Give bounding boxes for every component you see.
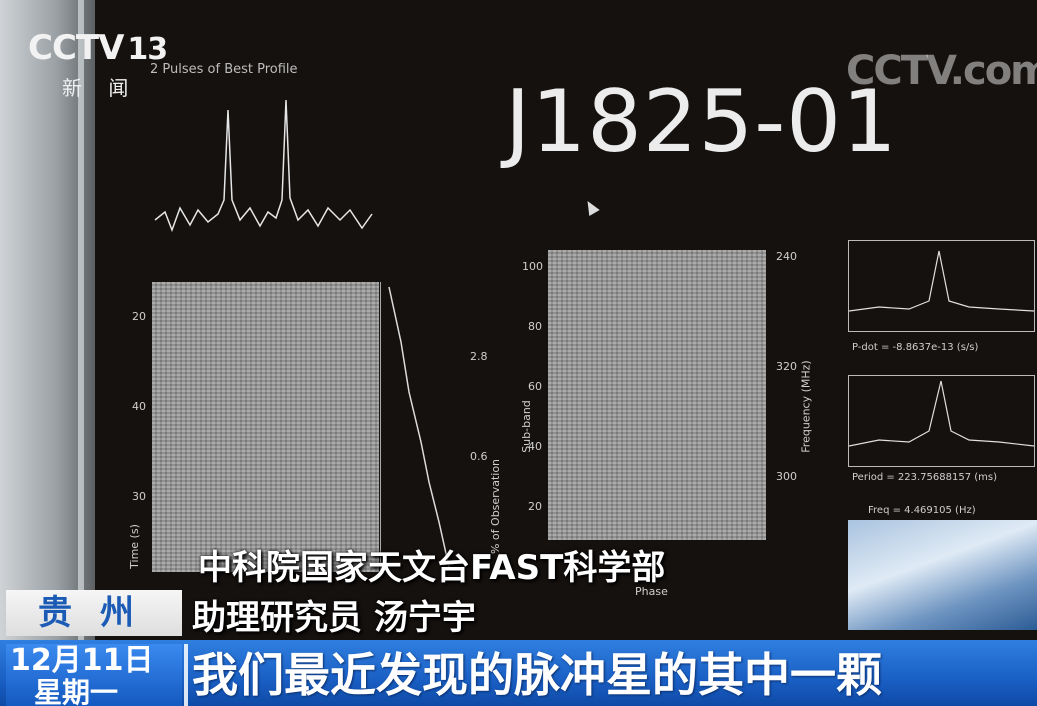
obs-tick-1: 2.8 <box>470 350 488 363</box>
mid-tick-3: 60 <box>528 380 542 393</box>
freq-tick-3: 300 <box>776 470 797 483</box>
profile-caption: 2 Pulses of Best Profile <box>150 62 298 77</box>
speaker-title: 助理研究员 汤宁宇 <box>192 598 476 638</box>
mid-tick-4: 40 <box>528 440 542 453</box>
channel-number: 13 <box>127 32 168 67</box>
left-tick-2: 40 <box>132 400 146 413</box>
mid-tick-2: 80 <box>528 320 542 333</box>
subband-label: Sub-band <box>519 400 533 453</box>
cctv-logo: CCTV 13 <box>28 28 168 68</box>
headline-text: 我们最近发现的脉冲星的其中一颗 <box>192 648 882 702</box>
period-plot <box>848 375 1035 467</box>
channel-sub-label: 新 闻 <box>62 76 139 100</box>
monitor-bezel <box>0 0 95 706</box>
subband-phase-plot <box>548 250 766 540</box>
period-text: Period = 223.75688157 (ms) <box>852 472 998 483</box>
date-text: 12月11日 <box>10 644 154 678</box>
pulsar-id: J1825-01 <box>505 72 898 172</box>
left-tick-3: 30 <box>132 490 146 503</box>
band-divider <box>184 644 188 706</box>
mid-tick-5: 20 <box>528 500 542 513</box>
time-phase-plot <box>152 282 379 572</box>
map-thumbnail <box>848 520 1037 630</box>
pulse-profile-plot <box>154 99 373 233</box>
obs-tick-2: 0.6 <box>470 450 488 463</box>
freq-tick-2: 320 <box>776 360 797 373</box>
observation-curve <box>380 282 450 572</box>
speaker-organization: 中科院国家天文台FAST科学部 <box>198 548 666 588</box>
pdot-plot <box>848 240 1035 332</box>
logo-text: CCTV <box>28 28 124 68</box>
time-axis-label: Time (s) <box>127 524 141 569</box>
date-badge: 12月11日 星期一 <box>6 644 182 706</box>
pdot-text: P-dot = -8.8637e-13 (s/s) <box>852 342 979 353</box>
frequency-axis-label: Frequency (MHz) <box>799 360 813 453</box>
mid-tick-1: 100 <box>522 260 543 273</box>
phase-axis-label: Phase <box>635 585 668 598</box>
freq-tick-1: 240 <box>776 250 797 263</box>
freq-text: Freq = 4.469105 (Hz) <box>868 505 976 516</box>
cctv-watermark: CCTV.com <box>846 48 1037 94</box>
left-tick-1: 20 <box>132 310 146 323</box>
location-badge: 贵州 <box>6 590 182 636</box>
weekday-text: 星期一 <box>34 676 119 706</box>
